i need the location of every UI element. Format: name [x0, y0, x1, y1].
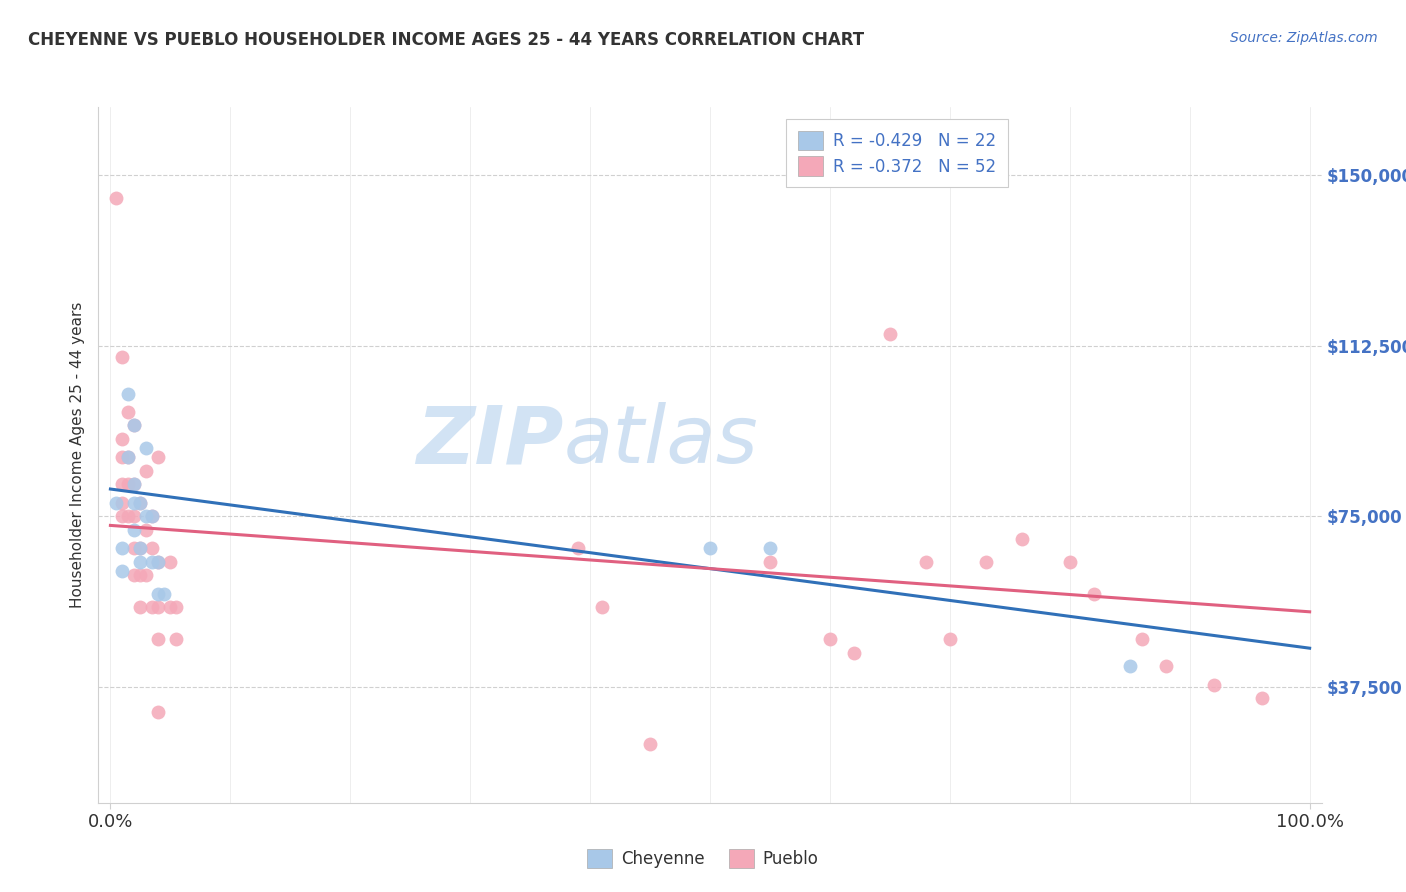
Point — [124, 477, 146, 491]
Point — [124, 477, 146, 491]
Y-axis label: Householder Income Ages 25 - 44 years: Householder Income Ages 25 - 44 years — [70, 301, 86, 608]
Point — [1011, 532, 1033, 546]
Point — [567, 541, 589, 556]
Point — [759, 541, 782, 556]
Point — [148, 705, 170, 719]
Point — [148, 555, 170, 569]
Point — [124, 523, 146, 537]
Point — [759, 555, 782, 569]
Point — [879, 327, 901, 342]
Point — [111, 496, 134, 510]
Point — [141, 509, 163, 524]
Point — [117, 450, 139, 465]
Point — [129, 496, 152, 510]
Point — [117, 509, 139, 524]
Point — [141, 509, 163, 524]
Point — [124, 418, 146, 433]
Point — [111, 509, 134, 524]
Point — [153, 586, 176, 600]
Point — [148, 555, 170, 569]
Point — [105, 191, 128, 205]
Point — [939, 632, 962, 646]
Point — [111, 350, 134, 364]
Point — [148, 586, 170, 600]
Point — [1119, 659, 1142, 673]
Point — [165, 632, 187, 646]
Point — [1083, 586, 1105, 600]
Point — [591, 600, 613, 615]
Text: Source: ZipAtlas.com: Source: ZipAtlas.com — [1230, 31, 1378, 45]
Point — [117, 386, 139, 401]
Point — [1059, 555, 1081, 569]
Point — [129, 541, 152, 556]
Text: CHEYENNE VS PUEBLO HOUSEHOLDER INCOME AGES 25 - 44 YEARS CORRELATION CHART: CHEYENNE VS PUEBLO HOUSEHOLDER INCOME AG… — [28, 31, 865, 49]
Point — [111, 564, 134, 578]
Point — [148, 450, 170, 465]
Point — [148, 600, 170, 615]
Point — [148, 632, 170, 646]
Point — [141, 600, 163, 615]
Point — [135, 523, 157, 537]
Point — [124, 418, 146, 433]
Point — [117, 477, 139, 491]
Point — [1250, 691, 1272, 706]
Point — [124, 541, 146, 556]
Point — [129, 496, 152, 510]
Point — [105, 496, 128, 510]
Point — [159, 555, 181, 569]
Point — [1154, 659, 1177, 673]
Point — [129, 568, 152, 582]
Point — [117, 405, 139, 419]
Point — [699, 541, 721, 556]
Point — [842, 646, 865, 660]
Point — [165, 600, 187, 615]
Point — [135, 464, 157, 478]
Point — [129, 555, 152, 569]
Point — [117, 450, 139, 465]
Point — [111, 477, 134, 491]
Point — [111, 450, 134, 465]
Point — [915, 555, 938, 569]
Legend: Cheyenne, Pueblo: Cheyenne, Pueblo — [581, 842, 825, 875]
Point — [111, 541, 134, 556]
Point — [1202, 677, 1225, 691]
Point — [124, 509, 146, 524]
Point — [124, 568, 146, 582]
Point — [638, 737, 661, 751]
Point — [129, 541, 152, 556]
Text: atlas: atlas — [564, 402, 758, 480]
Point — [135, 509, 157, 524]
Point — [141, 541, 163, 556]
Point — [818, 632, 841, 646]
Point — [135, 441, 157, 455]
Point — [974, 555, 997, 569]
Point — [111, 432, 134, 446]
Legend: R = -0.429   N = 22, R = -0.372   N = 52: R = -0.429 N = 22, R = -0.372 N = 52 — [786, 119, 1008, 187]
Point — [129, 600, 152, 615]
Point — [124, 496, 146, 510]
Point — [135, 568, 157, 582]
Text: ZIP: ZIP — [416, 402, 564, 480]
Point — [1130, 632, 1153, 646]
Point — [159, 600, 181, 615]
Point — [141, 555, 163, 569]
